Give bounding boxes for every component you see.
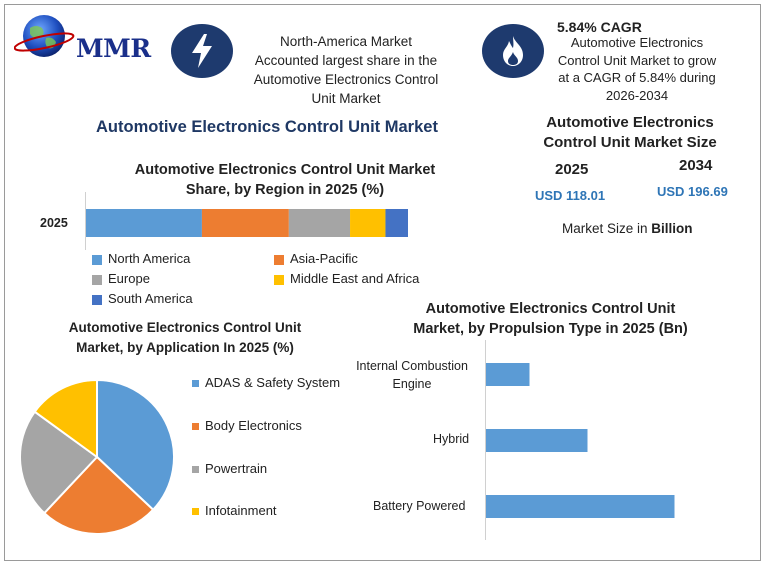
region-chart-title-line: Share, by Region in 2025 (%) — [185, 182, 385, 198]
mmr-logo: MMR — [14, 12, 154, 67]
region-segment-middle-east-and-africa — [350, 209, 386, 237]
logo-text: MMR — [76, 34, 151, 63]
legend-swatch — [192, 466, 199, 474]
legend-europe: Europe — [92, 271, 150, 286]
propulsion-bar-1 — [486, 363, 530, 386]
legend-swatch — [92, 254, 102, 265]
legend-swatch — [92, 274, 102, 285]
propulsion-label-hybrid: Hybrid — [433, 432, 470, 446]
lightning-bolt-icon — [171, 24, 233, 78]
region-segment-europe — [288, 209, 351, 237]
info2-line: 2026-2034 — [605, 87, 669, 103]
region-segment-south-america — [385, 209, 408, 237]
propulsion-bar-3 — [486, 495, 675, 518]
region-stacked-bar — [86, 209, 408, 237]
propulsion-chart-title-line: Automotive Electronics Control Unit — [425, 301, 676, 317]
info2-line: Control Unit Market to grow — [557, 52, 717, 68]
market-size-title-line: Control Unit Market Size — [543, 134, 717, 151]
region-chart-title: Automotive Electronics Control Unit Mark… — [100, 160, 470, 200]
info-cagr: Automotive Electronics Control Unit Mark… — [533, 34, 741, 104]
year-2025: 2025 — [555, 161, 589, 178]
legend-label: Middle East and Africa — [290, 271, 420, 286]
application-chart-title-line: Market, by Application In 2025 (%) — [76, 340, 294, 355]
legend-north-america: North America — [92, 251, 190, 266]
pie-slice-infotainment — [33, 378, 98, 459]
legend-swatch — [92, 294, 102, 305]
info1-line: Accounted largest share in the — [254, 53, 438, 68]
legend-swatch — [192, 508, 199, 516]
legend-label: South America — [108, 291, 193, 306]
unit-bold: Billion — [651, 221, 693, 236]
info2-line: Automotive Electronics — [570, 35, 704, 50]
legend-label: North America — [108, 251, 191, 266]
propulsion-label-battery: Battery Powered — [373, 499, 466, 513]
application-pie-chart — [19, 378, 175, 535]
propulsion-label-ice-line: Engine — [392, 377, 432, 391]
region-segment-north-america — [86, 209, 202, 237]
unit-prefix: Market Size in — [562, 221, 652, 236]
legend-swatch — [192, 423, 199, 431]
info1-line: Unit Market — [311, 91, 381, 106]
info2-line: at a CAGR of 5.84% during — [558, 70, 716, 85]
legend-body-electronics: Body Electronics — [192, 418, 302, 433]
region-category-label: 2025 — [40, 216, 68, 230]
info1-line: Automotive Electronics Control — [253, 72, 439, 87]
market-size-title: Automotive Electronics Control Unit Mark… — [520, 113, 740, 153]
region-chart-title-line: Automotive Electronics Control Unit Mark… — [134, 162, 436, 178]
legend-label: Asia-Pacific — [290, 251, 358, 266]
legend-swatch — [274, 274, 284, 285]
pie-slice-powertrain — [19, 410, 99, 515]
region-axis-line — [85, 192, 86, 250]
legend-swatch — [274, 254, 284, 265]
legend-label: Body Electronics — [205, 418, 302, 433]
legend-infotainment: Infotainment — [192, 503, 277, 518]
application-chart-title: Automotive Electronics Control Unit Mark… — [40, 318, 330, 358]
market-size-title-line: Automotive Electronics — [546, 114, 714, 131]
market-size-unit: Market Size in Billion — [562, 221, 693, 236]
legend-swatch — [192, 380, 199, 388]
propulsion-bar-2 — [486, 429, 588, 452]
legend-label: ADAS & Safety System — [205, 375, 341, 390]
legend-middle-east-africa: Middle East and Africa — [274, 271, 419, 286]
propulsion-bar-chart — [485, 340, 675, 540]
flame-icon — [482, 24, 544, 78]
propulsion-label-ice-line: Internal Combustion — [356, 359, 468, 373]
cagr-title: 5.84% CAGR — [557, 19, 642, 35]
info1-line: North-America Market — [279, 34, 413, 49]
pie-slice-body-electronics — [42, 455, 155, 535]
legend-south-america: South America — [92, 291, 193, 306]
propulsion-chart-title: Automotive Electronics Control Unit Mark… — [388, 299, 713, 339]
info-north-america: North-America Market Accounted largest s… — [232, 32, 460, 108]
propulsion-chart-title-line: Market, by Propulsion Type in 2025 (Bn) — [413, 321, 688, 337]
legend-label: Europe — [108, 271, 150, 286]
region-segment-asia-pacific — [201, 209, 289, 237]
main-title: Automotive Electronics Control Unit Mark… — [96, 118, 438, 136]
propulsion-label-ice: Internal Combustion Engine — [345, 357, 479, 393]
legend-asia-pacific: Asia-Pacific — [274, 251, 358, 266]
pie-slice-adas-safety-system — [96, 378, 175, 512]
value-2025: USD 118.01 — [535, 188, 606, 203]
legend-adas: ADAS & Safety System — [192, 375, 340, 390]
infographic-frame — [4, 4, 761, 561]
year-2034: 2034 — [679, 157, 713, 174]
legend-label: Infotainment — [205, 503, 277, 518]
legend-label: Powertrain — [205, 461, 268, 476]
globe-icon — [14, 15, 75, 57]
legend-powertrain: Powertrain — [192, 461, 267, 476]
value-2034: USD 196.69 — [657, 184, 728, 199]
application-chart-title-line: Automotive Electronics Control Unit — [68, 320, 302, 335]
